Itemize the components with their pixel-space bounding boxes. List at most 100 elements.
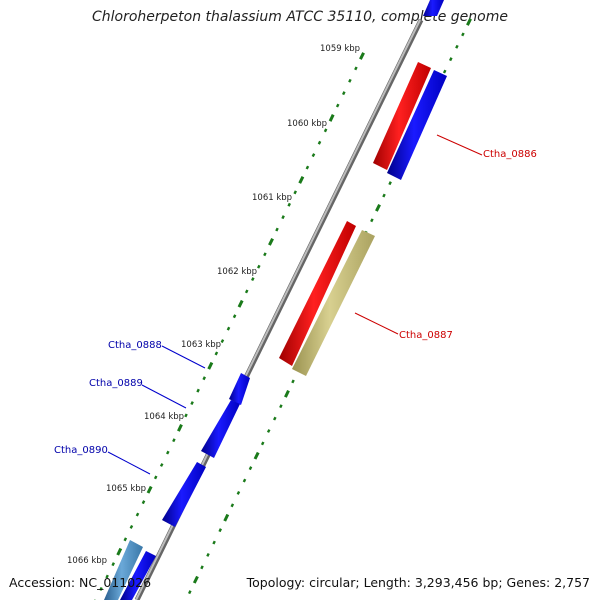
inner-ring-tick bbox=[230, 503, 235, 508]
outer-ring-tick bbox=[275, 227, 279, 232]
outer-ring-tick bbox=[305, 165, 310, 170]
inner-ring-tick bbox=[188, 590, 192, 595]
leader-line-ctha-0888 bbox=[161, 345, 206, 369]
inner-ring-tick bbox=[455, 44, 459, 49]
gene-forward-ctha-0890[interactable] bbox=[162, 462, 206, 527]
gene-label-ctha-0890[interactable]: Ctha_0890 bbox=[54, 445, 108, 456]
inner-ring-tick bbox=[273, 416, 277, 421]
outer-ring-tick bbox=[159, 463, 164, 467]
outer-ring-tick bbox=[202, 376, 206, 381]
inner-ring-tick bbox=[370, 218, 374, 223]
inner-ring-tick bbox=[260, 441, 265, 446]
inner-ring-tick bbox=[192, 575, 199, 584]
outer-ring-tick bbox=[323, 128, 328, 133]
tick-ring-outer bbox=[94, 52, 365, 600]
kbp-label-1063: 1063 kbp bbox=[181, 340, 221, 350]
outer-ring-tick bbox=[293, 190, 297, 195]
map-title: Chloroherpeton thalassium ATCC 35110, co… bbox=[92, 9, 508, 25]
leader-line-ctha-0887 bbox=[354, 312, 399, 335]
inner-ring-tick bbox=[212, 540, 216, 545]
accession-text: Accession: NC_011026 bbox=[9, 575, 152, 590]
outer-ring-tick bbox=[177, 423, 183, 432]
inner-ring-tick bbox=[218, 528, 222, 533]
kbp-label-1059: 1059 kbp bbox=[320, 44, 360, 54]
outer-ring-tick bbox=[153, 475, 158, 480]
outer-ring-tick bbox=[298, 176, 305, 184]
inner-ring-tick bbox=[461, 32, 465, 37]
outer-ring-tick bbox=[348, 78, 352, 83]
outer-ring-tick bbox=[99, 586, 103, 591]
gene-reverse-ctha-0887[interactable] bbox=[279, 221, 356, 366]
gene-forward-ctha-0888[interactable] bbox=[229, 373, 250, 405]
inner-ring-tick bbox=[291, 379, 295, 384]
outer-ring-tick bbox=[251, 277, 255, 282]
leader-line-ctha-0886 bbox=[436, 134, 483, 156]
inner-ring-tick bbox=[388, 181, 392, 186]
outer-ring-tick bbox=[184, 413, 188, 418]
inner-ring-tick bbox=[236, 490, 241, 495]
outer-ring-tick bbox=[237, 299, 244, 308]
gene-label-ctha-0888[interactable]: Ctha_0888 bbox=[108, 340, 162, 351]
outer-ring-tick bbox=[116, 547, 123, 556]
gene-reverse-ctha-0885[interactable] bbox=[373, 62, 431, 170]
kbp-label-1066: 1066 kbp bbox=[67, 556, 107, 566]
outer-ring-tick bbox=[196, 388, 200, 393]
outer-ring-tick bbox=[311, 153, 316, 158]
outer-ring-tick bbox=[244, 289, 249, 294]
inner-ring-tick bbox=[200, 565, 204, 570]
outer-ring-tick bbox=[129, 524, 134, 529]
inner-ring-tick bbox=[466, 18, 472, 26]
outer-ring-tick bbox=[111, 562, 115, 567]
inner-ring-tick bbox=[284, 389, 290, 398]
outer-ring-tick bbox=[166, 450, 170, 455]
outer-ring-tick bbox=[328, 114, 335, 122]
outer-ring-tick bbox=[281, 215, 285, 220]
gene-label-ctha-0889[interactable]: Ctha_0889 bbox=[89, 378, 143, 389]
gene-forward-ctha-0889[interactable] bbox=[201, 400, 240, 458]
inner-ring-tick bbox=[279, 404, 283, 409]
inner-ring-tick bbox=[253, 451, 260, 460]
outer-ring-tick bbox=[317, 140, 322, 145]
gene-forward-bottom[interactable] bbox=[120, 551, 156, 600]
topology-text: Topology: circular; Length: 3,293,456 bp… bbox=[246, 575, 590, 590]
outer-ring-tick bbox=[141, 500, 146, 505]
gene-label-ctha-0887[interactable]: Ctha_0887 bbox=[399, 330, 453, 341]
outer-ring-tick bbox=[354, 66, 358, 71]
gene-other-ctha-0887b[interactable] bbox=[292, 230, 375, 376]
outer-ring-tick bbox=[123, 537, 128, 542]
kbp-label-1065: 1065 kbp bbox=[106, 484, 146, 494]
outer-ring-tick bbox=[105, 574, 109, 579]
outer-ring-tick bbox=[257, 264, 261, 269]
inner-ring-tick bbox=[223, 513, 230, 522]
inner-ring-tick bbox=[442, 69, 447, 74]
inner-ring-tick bbox=[242, 478, 247, 483]
outer-ring-tick bbox=[287, 202, 291, 207]
outer-ring-tick bbox=[359, 52, 365, 60]
inner-ring-tick bbox=[375, 204, 381, 212]
outer-ring-tick bbox=[220, 339, 225, 344]
outer-ring-tick bbox=[342, 91, 346, 96]
outer-ring-tick bbox=[172, 438, 176, 443]
kbp-label-1062: 1062 kbp bbox=[217, 267, 257, 277]
inner-ring-tick bbox=[206, 552, 210, 557]
outer-ring-tick bbox=[190, 401, 194, 406]
outer-ring-tick bbox=[207, 361, 214, 370]
gene-label-ctha-0886[interactable]: Ctha_0886 bbox=[483, 149, 537, 160]
gene-rna-1[interactable] bbox=[104, 540, 143, 600]
outer-ring-tick bbox=[232, 314, 237, 319]
leader-line-ctha-0890 bbox=[107, 451, 151, 475]
gene-top-partial[interactable] bbox=[423, 0, 444, 16]
kbp-label-1060: 1060 kbp bbox=[287, 119, 327, 129]
inner-ring-tick bbox=[449, 57, 453, 62]
inner-ring-tick bbox=[266, 429, 271, 433]
kbp-label-1061: 1061 kbp bbox=[252, 193, 292, 203]
gene-forward-ctha-0886[interactable] bbox=[387, 70, 447, 180]
inner-ring-tick bbox=[382, 193, 386, 198]
leader-line-ctha-0889 bbox=[141, 384, 187, 409]
outer-ring-tick bbox=[135, 512, 140, 517]
inner-ring-tick bbox=[248, 466, 253, 471]
outer-ring-tick bbox=[226, 326, 231, 331]
outer-ring-tick bbox=[268, 238, 274, 246]
outer-ring-tick bbox=[335, 103, 340, 108]
